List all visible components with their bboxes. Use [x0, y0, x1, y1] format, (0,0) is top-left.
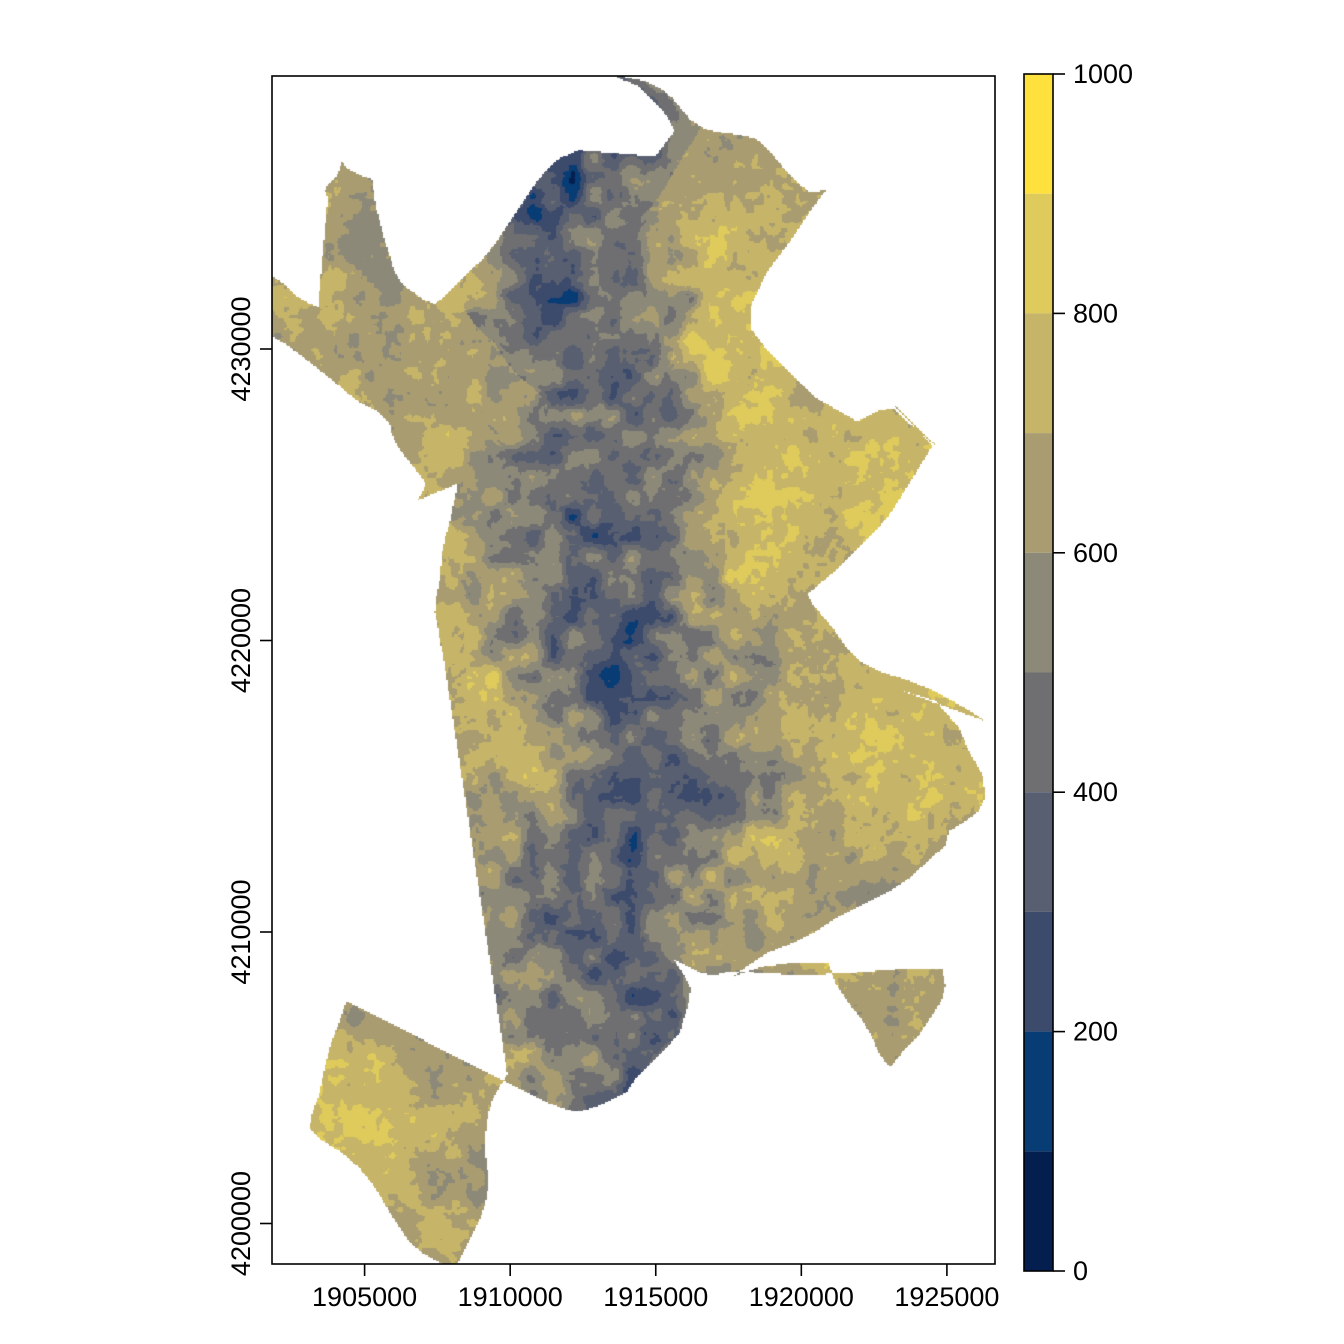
svg-text:4210000: 4210000 — [226, 879, 256, 984]
svg-text:1920000: 1920000 — [749, 1282, 854, 1312]
svg-text:1905000: 1905000 — [312, 1282, 417, 1312]
svg-text:400: 400 — [1073, 777, 1118, 807]
svg-text:1925000: 1925000 — [894, 1282, 999, 1312]
svg-text:600: 600 — [1073, 538, 1118, 568]
svg-text:4200000: 4200000 — [226, 1171, 256, 1276]
svg-text:800: 800 — [1073, 298, 1118, 328]
svg-text:200: 200 — [1073, 1017, 1118, 1047]
svg-text:4220000: 4220000 — [226, 588, 256, 693]
svg-text:1910000: 1910000 — [458, 1282, 563, 1312]
svg-text:4230000: 4230000 — [226, 296, 256, 401]
svg-text:1000: 1000 — [1073, 59, 1133, 89]
svg-text:0: 0 — [1073, 1256, 1088, 1286]
svg-text:1915000: 1915000 — [603, 1282, 708, 1312]
